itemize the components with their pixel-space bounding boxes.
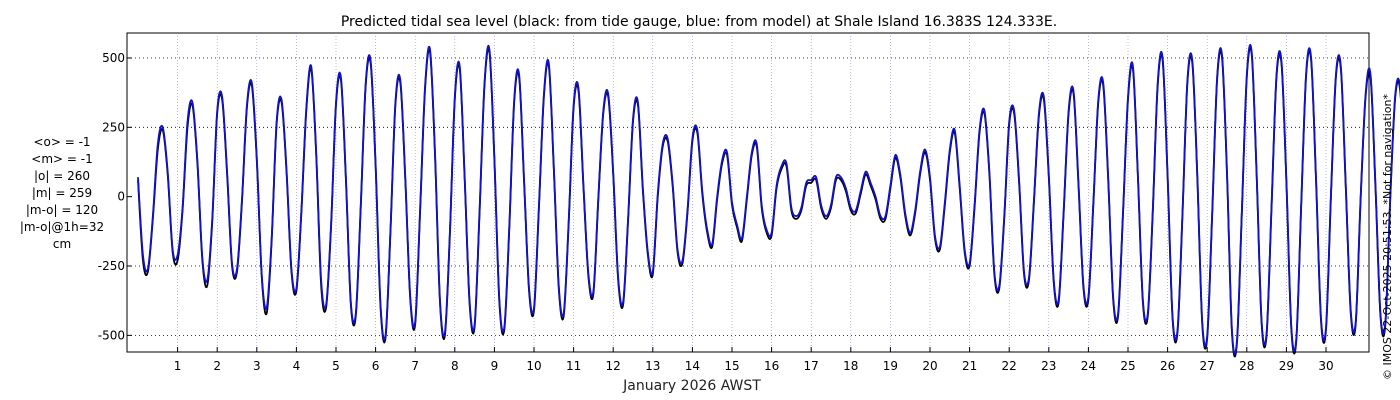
x-tick-label: 2 — [213, 359, 221, 373]
y-tick-label: 500 — [102, 51, 125, 65]
x-tick-label: 18 — [843, 359, 858, 373]
x-tick-label: 10 — [526, 359, 541, 373]
x-tick-label: 6 — [372, 359, 380, 373]
series-lines — [137, 44, 1400, 358]
y-tick-label: 0 — [117, 190, 125, 204]
stat-mean-model: <m> = -1 — [31, 152, 92, 166]
x-tick-label: 12 — [606, 359, 621, 373]
x-tick-label: 14 — [685, 359, 700, 373]
x-tick-label: 7 — [411, 359, 419, 373]
x-tick-label: 16 — [764, 359, 779, 373]
x-tick-label: 5 — [332, 359, 340, 373]
series-line-model — [137, 44, 1400, 355]
x-tick-label: 15 — [724, 359, 739, 373]
x-tick-label: 26 — [1160, 359, 1175, 373]
y-tick-label: 250 — [102, 120, 125, 134]
stat-abs-diff: |m-o| = 120 — [26, 203, 98, 217]
stat-mean-obs: <o> = -1 — [33, 135, 90, 149]
x-axis-label: January 2026 AWST — [622, 378, 761, 394]
chart-title: Predicted tidal sea level (black: from t… — [341, 14, 1057, 30]
stat-abs-obs: |o| = 260 — [34, 169, 90, 183]
x-tick-label: 27 — [1200, 359, 1215, 373]
x-tick-label: 9 — [491, 359, 499, 373]
axis-ticks: 1 2 3 4 5 6 7 8 9 10 11 12 13 14 15 16 17 18 19 20 21 22 23 24 2… — [98, 51, 1334, 373]
x-tick-label: 22 — [1002, 359, 1017, 373]
x-tick-label: 24 — [1081, 359, 1096, 373]
stat-abs-diff-1h: |m-o|@1h=32 — [20, 220, 104, 234]
plot-area — [126, 32, 1370, 353]
x-tick-label: 3 — [253, 359, 261, 373]
x-tick-label: 19 — [883, 359, 898, 373]
x-tick-label: 23 — [1041, 359, 1056, 373]
x-tick-label: 13 — [645, 359, 660, 373]
x-tick-label: 20 — [922, 359, 937, 373]
stat-units: cm — [53, 237, 71, 251]
credit-note: © IMOS 22-Oct-2025 20:51:53. *Not for na… — [1381, 94, 1394, 380]
x-tick-label: 8 — [451, 359, 459, 373]
stat-abs-model: |m| = 259 — [32, 186, 92, 200]
x-tick-label: 1 — [174, 359, 182, 373]
x-tick-label: 21 — [962, 359, 977, 373]
y-tick-label: -500 — [98, 328, 125, 342]
stats-box: <o> = -1 <m> = -1 |o| = 260 |m| = 259 |m… — [20, 135, 104, 251]
x-tick-label: 29 — [1279, 359, 1294, 373]
x-tick-label: 4 — [293, 359, 301, 373]
x-tick-label: 11 — [566, 359, 581, 373]
x-tick-label: 17 — [804, 359, 819, 373]
series-line-tide-gauge — [137, 47, 1400, 358]
y-tick-label: -250 — [98, 259, 125, 273]
x-tick-label: 30 — [1318, 359, 1333, 373]
x-tick-label: 28 — [1239, 359, 1254, 373]
x-tick-label: 25 — [1120, 359, 1135, 373]
